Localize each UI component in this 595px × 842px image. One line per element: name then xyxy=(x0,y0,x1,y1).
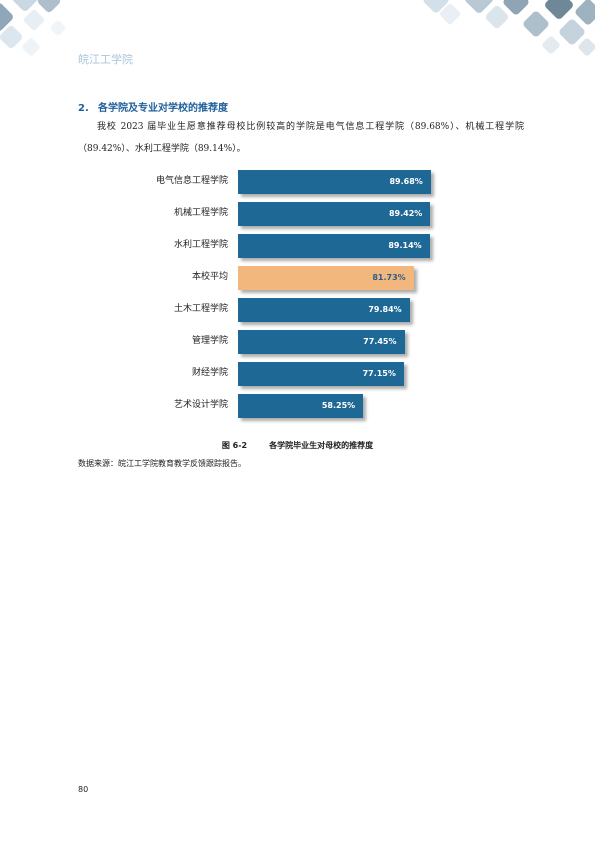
bar-row: 管理学院 77.45% xyxy=(0,328,595,354)
bar-category-label: 电气信息工程学院 xyxy=(155,176,228,186)
section-title: 各学院及专业对学校的推荐度 xyxy=(98,103,228,114)
bar-row: 机械工程学院 89.42% xyxy=(0,200,595,226)
recommendation-bar-chart: 电气信息工程学院 89.68% 机械工程学院 89.42% 水利工程学院 89.14% 本校… xyxy=(0,168,595,428)
page-number: 80 xyxy=(78,785,89,794)
bar-category-label: 机械工程学院 xyxy=(173,208,228,218)
bar-value-label: 77.15% xyxy=(362,369,396,378)
bar: 89.68% xyxy=(238,170,431,194)
section-heading: 2. 各学院及专业对学校的推荐度 xyxy=(78,99,228,114)
bar-row: 电气信息工程学院 89.68% xyxy=(0,168,595,194)
bar: 79.84% xyxy=(238,298,410,322)
bar-value-label: 89.68% xyxy=(389,177,423,186)
bar-value-label: 81.73% xyxy=(372,273,406,282)
bar: 89.14% xyxy=(238,234,430,258)
bar-value-label: 79.84% xyxy=(368,305,402,314)
bar-value-label: 77.45% xyxy=(363,337,397,346)
bar: 58.25% xyxy=(238,394,364,418)
bar-row: 水利工程学院 89.14% xyxy=(0,232,595,258)
bar-category-label: 土木工程学院 xyxy=(173,304,228,314)
bar: 77.15% xyxy=(238,362,404,386)
school-name: 皖江工学院 xyxy=(78,53,133,66)
bar: 89.42% xyxy=(238,202,431,226)
bar-row: 财经学院 77.15% xyxy=(0,360,595,386)
intro-paragraph: 我校 2023 届毕业生愿意推荐母校比例较高的学院是电气信息工程学院（89.68… xyxy=(78,122,524,154)
average-bar: 81.73% xyxy=(238,266,414,290)
bar: 77.45% xyxy=(238,330,405,354)
header-decoration xyxy=(0,0,595,56)
bar-row: 土木工程学院 79.84% xyxy=(0,296,595,322)
data-source-note: 数据来源：皖江工学院教育教学反馈跟踪报告。 xyxy=(78,459,246,468)
bar-value-label: 89.14% xyxy=(388,241,422,250)
figure-title: 各学院毕业生对母校的推荐度 xyxy=(269,441,374,450)
figure-number: 图 6-2 xyxy=(221,441,248,450)
left-tile-pattern xyxy=(0,0,66,56)
bar-category-label: 本校平均 xyxy=(191,272,228,282)
bar-value-label: 58.25% xyxy=(321,401,356,410)
figure-caption: 图 6-2 各学院毕业生对母校的推荐度 xyxy=(0,440,595,451)
bar-row: 本校平均 81.73% xyxy=(0,264,595,290)
section-number: 2. xyxy=(78,103,89,114)
bar-category-label: 财经学院 xyxy=(191,368,228,378)
bar-category-label: 水利工程学院 xyxy=(173,240,228,250)
bar-row: 艺术设计学院 58.25% xyxy=(0,392,595,418)
right-tile-pattern xyxy=(423,0,595,56)
bar-category-label: 管理学院 xyxy=(191,336,228,346)
bar-category-label: 艺术设计学院 xyxy=(173,400,228,410)
bar-value-label: 89.42% xyxy=(388,209,423,218)
